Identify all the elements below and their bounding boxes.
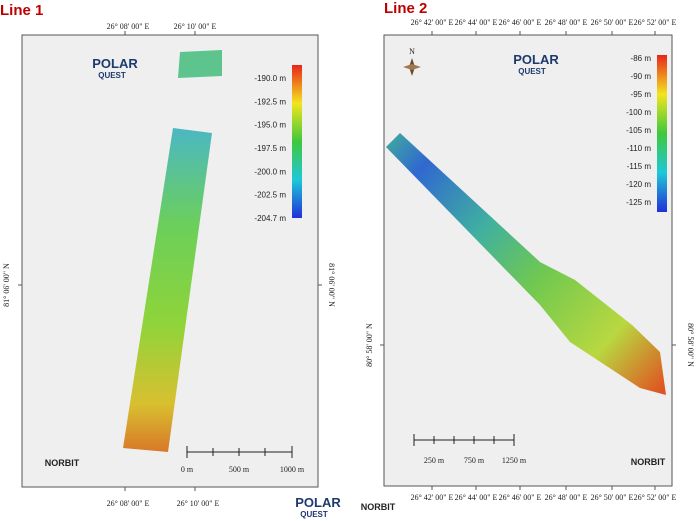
top-label: 26° 52' 00" E bbox=[634, 18, 677, 27]
scale-bar bbox=[186, 446, 293, 458]
colorbar-label: -86 m bbox=[631, 54, 652, 63]
colorbar-label: -105 m bbox=[626, 126, 651, 135]
left-label: 81° 06' 00" N bbox=[2, 263, 11, 307]
footer-logo: NORBIT bbox=[361, 502, 396, 512]
norbit-logo: NORBIT bbox=[631, 457, 666, 467]
scale-label: 0 m bbox=[181, 465, 194, 474]
bottom-label: 26° 46' 00" E bbox=[499, 493, 542, 502]
bottom-label: 26° 42' 00" E bbox=[411, 493, 454, 502]
footer-logo: QUEST bbox=[300, 510, 328, 519]
bathymetry-swath bbox=[178, 50, 222, 78]
colorbar-label: -200.0 m bbox=[254, 167, 286, 176]
colorbar bbox=[292, 65, 302, 218]
colorbar-label: -115 m bbox=[627, 162, 652, 171]
top-label: 26° 42' 00" E bbox=[411, 18, 454, 27]
bottom-label: 26° 10' 00" E bbox=[177, 499, 220, 508]
logo-text: QUEST bbox=[518, 67, 546, 76]
top-label: 26° 46' 00" E bbox=[499, 18, 542, 27]
top-label: 26° 50' 00" E bbox=[591, 18, 634, 27]
bottom-label: 26° 08' 00" E bbox=[107, 499, 150, 508]
colorbar-label: -197.5 m bbox=[254, 144, 286, 153]
colorbar-label: -110 m bbox=[627, 144, 652, 153]
scale-bar bbox=[413, 434, 515, 446]
panel-title: Line 1 bbox=[0, 2, 43, 19]
colorbar bbox=[657, 55, 667, 212]
frame-ticks bbox=[18, 31, 322, 491]
top-label: 26° 08' 00" E bbox=[107, 22, 150, 31]
bathymetry-swath bbox=[386, 133, 666, 395]
top-label: 26° 10' 00" E bbox=[174, 22, 217, 31]
left-label: 80° 58' 00" N bbox=[365, 323, 374, 367]
bottom-label: 26° 48' 00" E bbox=[545, 493, 588, 502]
bathymetry-swath bbox=[123, 128, 212, 452]
scale-label: 750 m bbox=[464, 456, 485, 465]
panel-title: Line 2 bbox=[384, 0, 427, 17]
scale-label: 250 m bbox=[424, 456, 445, 465]
colorbar-label: -120 m bbox=[626, 180, 651, 189]
logo-text: QUEST bbox=[98, 71, 126, 80]
right-label: 80° 58' 00" N bbox=[686, 323, 695, 367]
scale-label: 500 m bbox=[229, 465, 250, 474]
bottom-label: 26° 52' 00" E bbox=[634, 493, 677, 502]
logo-text: POLAR bbox=[513, 52, 559, 67]
colorbar-label: -95 m bbox=[631, 90, 652, 99]
colorbar-label: -190.0 m bbox=[254, 74, 286, 83]
right-label: 81° 06' 00" N bbox=[327, 263, 336, 307]
scale-label: 1000 m bbox=[280, 465, 305, 474]
norbit-logo: NORBIT bbox=[45, 458, 80, 468]
footer-logo: POLAR bbox=[295, 495, 341, 510]
top-label: 26° 44' 00" E bbox=[455, 18, 498, 27]
scale-label: 1250 m bbox=[502, 456, 527, 465]
colorbar-label: -195.0 m bbox=[254, 121, 286, 130]
colorbar-label: -100 m bbox=[626, 108, 651, 117]
logo-text: POLAR bbox=[92, 56, 138, 71]
bottom-label: 26° 44' 00" E bbox=[455, 493, 498, 502]
top-label: 26° 48' 00" E bbox=[545, 18, 588, 27]
colorbar-label: -192.5 m bbox=[254, 97, 286, 106]
bottom-label: 26° 50' 00" E bbox=[591, 493, 634, 502]
north-arrow bbox=[403, 58, 421, 76]
colorbar-label: -125 m bbox=[626, 198, 651, 207]
colorbar-label: -202.5 m bbox=[254, 191, 286, 200]
colorbar-label: -90 m bbox=[631, 72, 652, 81]
colorbar-label: -204.7 m bbox=[254, 214, 286, 223]
frame-ticks bbox=[380, 31, 676, 490]
north-label: N bbox=[409, 47, 415, 56]
